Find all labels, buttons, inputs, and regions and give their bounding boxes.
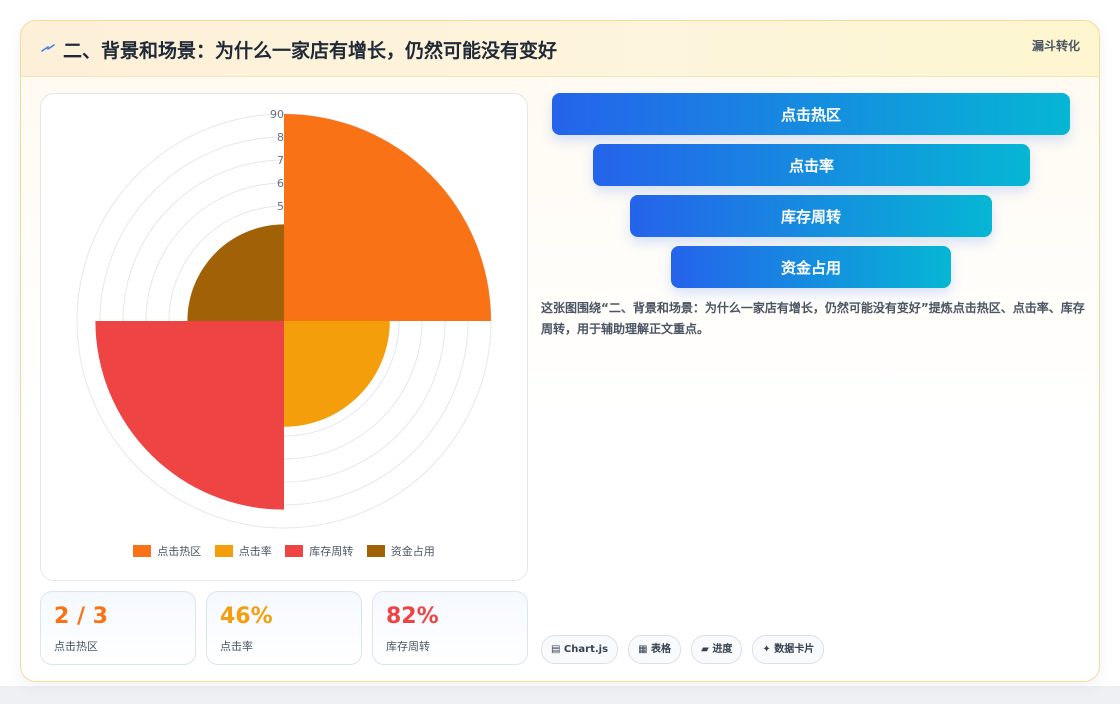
polar-sector[interactable] (187, 224, 284, 321)
legend-item[interactable]: 库存周转 (285, 543, 353, 559)
chip-chartjs[interactable]: ▤ Chart.js (541, 635, 619, 664)
funnel-stage: 库存周转 (630, 195, 992, 237)
slide-card: 二、背景和场景：为什么一家店有增长，仍然可能没有变好 漏斗转化 5 6 7 8 90 点… (20, 20, 1100, 682)
stat-card: 82% 库存周转 (372, 591, 528, 665)
legend-item[interactable]: 资金占用 (366, 543, 435, 559)
radial-tick-label: 8 (277, 131, 284, 144)
chip-data-card[interactable]: ✦ 数据卡片 (752, 635, 825, 664)
tech-chip-list: ▤ Chart.js ▦ 表格 ▰ 进度 ✦ 数据卡片 (541, 635, 829, 664)
radial-tick-label: 5 (277, 200, 284, 213)
section-tag: 漏斗转化 (1031, 39, 1080, 53)
stat-value: 2 / 3 (54, 604, 108, 629)
polar-sector[interactable] (284, 114, 491, 321)
legend-label: 资金占用 (390, 545, 435, 558)
chart-description: 这张图围绕“二、背景和场景：为什么一家店有增长，仍然可能没有变好”提炼点击热区、… (541, 301, 1085, 336)
card-header: 二、背景和场景：为什么一家店有增长，仍然可能没有变好 漏斗转化 (21, 21, 1099, 77)
stat-card: 46% 点击率 (206, 591, 362, 665)
legend-label: 点击率 (238, 545, 272, 558)
legend-label: 库存周转 (309, 545, 354, 558)
chip-table[interactable]: ▦ 表格 (628, 635, 682, 664)
stat-label: 点击热区 (54, 640, 98, 653)
stat-card: 2 / 3 点击热区 (40, 591, 196, 665)
lightning-icon (41, 44, 55, 52)
radial-tick-label: 7 (277, 154, 284, 167)
stat-label: 点击率 (220, 640, 253, 653)
funnel-stage: 点击率 (593, 144, 1030, 186)
radial-tick-label: 6 (277, 177, 284, 190)
stat-label: 库存周转 (386, 640, 430, 653)
legend-label: 点击热区 (157, 545, 202, 558)
polar-sector[interactable] (284, 321, 390, 427)
legend-swatch (214, 545, 233, 557)
stat-value: 46% (220, 604, 273, 629)
chip-progress[interactable]: ▰ 进度 (691, 635, 743, 664)
radial-tick-label: 90 (270, 108, 284, 121)
legend-swatch (366, 545, 385, 557)
legend-item[interactable]: 点击热区 (133, 543, 201, 559)
legend-item[interactable]: 点击率 (214, 543, 272, 559)
funnel-stage: 点击热区 (552, 93, 1070, 135)
stat-value: 82% (386, 604, 439, 629)
legend-swatch (133, 545, 152, 557)
polar-area-chart: 5 6 7 8 90 (76, 108, 492, 529)
funnel-stage: 资金占用 (671, 246, 951, 288)
chart-container: 5 6 7 8 90 点击热区 点击率 库存周转 资金占用 (40, 93, 528, 581)
polar-sector[interactable] (95, 321, 285, 510)
chart-legend: 点击热区 点击率 库存周转 资金占用 (41, 543, 527, 559)
legend-swatch (285, 545, 304, 557)
page-title: 二、背景和场景：为什么一家店有增长，仍然可能没有变好 (63, 40, 558, 62)
